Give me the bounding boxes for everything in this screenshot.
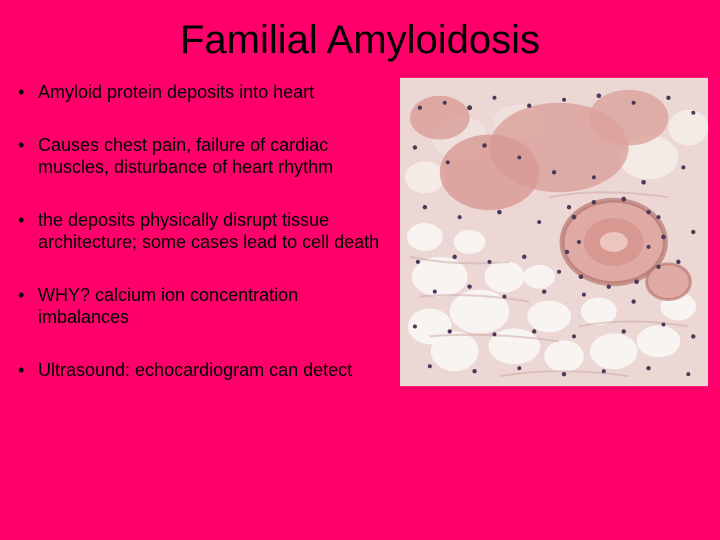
bullet-item: the deposits physically disrupt tissue a…	[12, 209, 390, 254]
slide-title: Familial Amyloidosis	[0, 0, 720, 73]
bullet-item: Amyloid protein deposits into heart	[12, 81, 390, 104]
slide-content: Amyloid protein deposits into heart Caus…	[0, 73, 720, 411]
bullet-item: WHY? calcium ion concentration imbalance…	[12, 284, 390, 329]
bullet-list: Amyloid protein deposits into heart Caus…	[12, 81, 400, 411]
bullet-item: Ultrasound: echocardiogram can detect	[12, 359, 390, 382]
histology-image	[400, 77, 708, 387]
micrograph-icon	[400, 77, 708, 387]
bullet-item: Causes chest pain, failure of cardiac mu…	[12, 134, 390, 179]
